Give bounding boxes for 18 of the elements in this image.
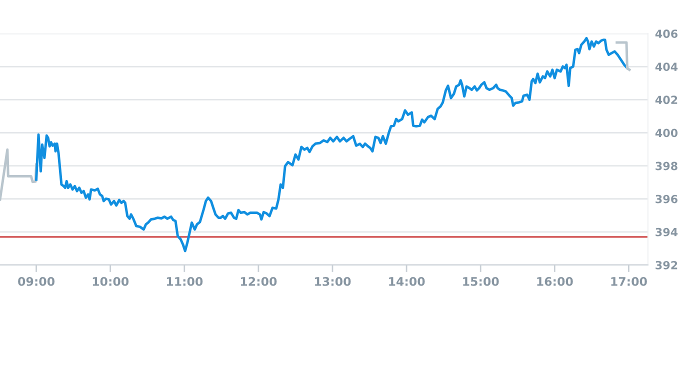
y-tick-label: 396 (656, 194, 678, 204)
y-tick-label: 394 (656, 228, 678, 236)
y-tick-label: 402 (655, 96, 678, 104)
x-tick-label: 15:00 (463, 277, 499, 286)
y-tick-label: 400 (655, 128, 678, 138)
y-tick-label: 404 (655, 62, 678, 72)
x-tick-label: 10:00 (92, 277, 129, 286)
x-tick-label: 11:00 (166, 277, 203, 286)
line-series (35, 36, 628, 252)
x-tick-label: 16:00 (537, 277, 573, 286)
x-tick-label: 12:00 (240, 277, 277, 286)
x-tick-label: 17:00 (611, 277, 647, 286)
y-tick-label: 392 (656, 260, 678, 270)
x-tick-label: 09:00 (18, 277, 55, 286)
x-tick-label: 13:00 (315, 277, 351, 286)
x-tick-label: 14:00 (389, 277, 425, 286)
y-tick-label: 398 (656, 162, 678, 170)
y-tick-label: 406 (655, 30, 678, 38)
